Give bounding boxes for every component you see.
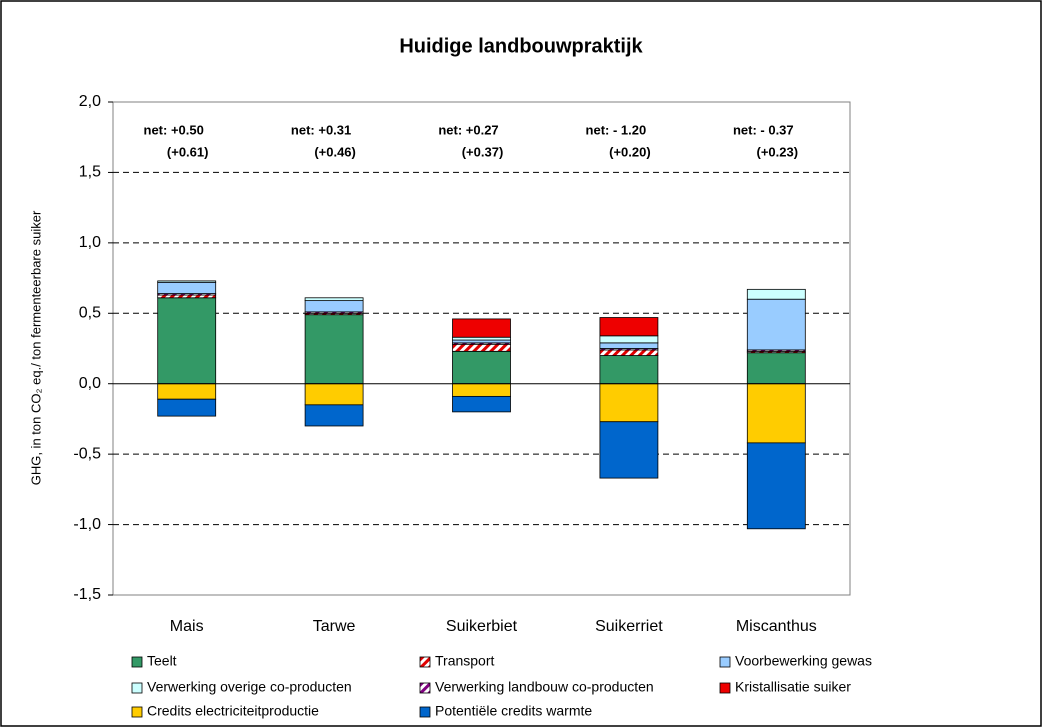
bar-segment	[304, 297, 364, 302]
bar-segment	[746, 298, 806, 351]
annotation: (+0.46)	[314, 144, 356, 159]
annotation: net: +0.27	[438, 122, 498, 137]
annotation: net: +0.31	[291, 122, 351, 137]
annotation: (+0.20)	[609, 144, 651, 159]
legend-swatch	[719, 682, 731, 694]
bar-segment	[599, 349, 659, 356]
chart-title: Huidige landbouwpraktijk	[399, 35, 643, 57]
bar-segment	[157, 281, 217, 294]
legend-label: Verwerking overige co-producten	[147, 679, 352, 695]
bar-segment	[746, 383, 806, 444]
annotation: (+0.37)	[462, 144, 504, 159]
annotation: net: +0.50	[144, 122, 204, 137]
x-tick-label: Suikerbiet	[446, 618, 518, 635]
annotation: (+0.61)	[167, 144, 209, 159]
y-tick-label: 0,0	[79, 375, 101, 392]
legend-swatch	[419, 656, 431, 668]
bar-segment	[452, 395, 511, 413]
bar-segment	[599, 355, 659, 385]
legend-label: Potentiële credits warmte	[435, 703, 592, 719]
bar-segment	[599, 317, 659, 337]
legend-label: Verwerking landbouw co-producten	[435, 679, 654, 695]
annotation: (+0.23)	[757, 144, 799, 159]
bar-segment	[599, 421, 659, 479]
legend-swatch	[131, 706, 143, 718]
bar-segment	[157, 383, 217, 400]
bar-segment	[746, 288, 806, 300]
bar-segment	[304, 383, 364, 406]
legend-label: Credits electriciteitproductie	[147, 703, 319, 719]
x-tick-label: Miscanthus	[736, 618, 817, 635]
bar-segment	[157, 294, 217, 299]
legend-swatch	[131, 682, 143, 694]
y-tick-label: 2,0	[79, 93, 101, 110]
legend-label: Teelt	[147, 653, 177, 669]
bar-segment	[746, 442, 806, 530]
bar-segment	[304, 404, 364, 427]
bar-segment	[599, 383, 659, 423]
bar-segment	[304, 314, 364, 385]
bar-segment	[452, 383, 511, 397]
x-tick-label: Suikerriet	[595, 618, 663, 635]
bar-segment	[452, 350, 511, 385]
bar-segment	[746, 352, 806, 385]
bar-segment	[452, 343, 511, 352]
annotation: net: - 1.20	[586, 122, 647, 137]
legend-label: Transport	[435, 653, 495, 669]
y-tick-label: 1,0	[79, 234, 101, 251]
y-tick-label: -1,5	[73, 586, 101, 603]
bar-segment	[157, 280, 217, 283]
bar-segment	[304, 300, 364, 313]
legend-label: Kristallisatie suiker	[735, 679, 851, 695]
legend-swatch	[719, 656, 731, 668]
bar-segment	[157, 398, 217, 417]
legend-swatch	[419, 706, 431, 718]
y-tick-label: -0,5	[73, 445, 101, 462]
y-tick-label: 0,5	[79, 305, 101, 322]
x-tick-label: Mais	[170, 618, 204, 635]
bar-segment	[452, 336, 511, 341]
bar-segment	[599, 342, 659, 349]
legend-swatch	[131, 656, 143, 668]
annotation: net: - 0.37	[733, 122, 794, 137]
bar-segment	[157, 297, 217, 385]
y-tick-label: -1,0	[73, 516, 101, 533]
bar-segment	[599, 335, 659, 344]
bar-segment	[452, 318, 511, 338]
y-axis-label: GHG, in ton CO₂ eq./ ton fermenteerbare …	[28, 210, 43, 485]
legend-swatch	[419, 682, 431, 694]
y-tick-label: 1,5	[79, 164, 101, 181]
bar-segment	[452, 339, 511, 344]
x-tick-label: Tarwe	[313, 618, 356, 635]
legend-label: Voorbewerking gewas	[735, 653, 872, 669]
